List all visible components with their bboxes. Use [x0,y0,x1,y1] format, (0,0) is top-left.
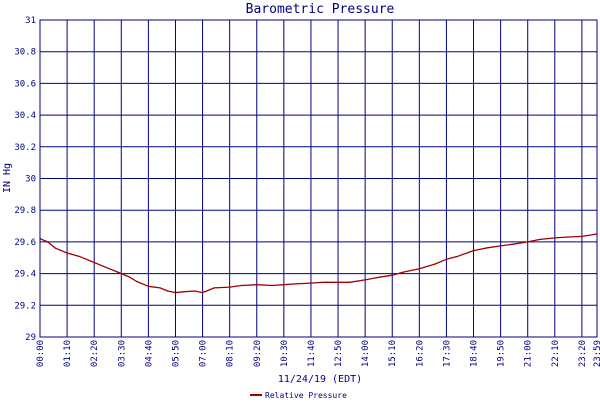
data-point [364,279,366,281]
x-tick-label: 15:10 [388,340,398,367]
x-tick-label: 23:59 [593,340,600,367]
data-point [159,287,161,289]
data-point [240,284,242,287]
data-point [418,268,420,270]
y-tick-label: 30 [25,175,36,185]
x-tick-label: 00:00 [36,340,46,367]
data-point [294,283,297,285]
data-point [271,284,273,287]
x-tick-label: 01:10 [63,340,73,367]
x-tick-label: 14:00 [361,340,371,367]
data-point [581,235,583,237]
data-point [403,271,405,273]
data-point [105,266,107,268]
y-tick-label: 30.8 [14,48,36,58]
data-point [472,250,475,252]
x-tick-label: 03:30 [117,340,127,367]
x-tick-label: 07:00 [199,340,209,367]
legend-label: Relative Pressure [265,391,347,400]
y-tick-label: 29.6 [14,238,36,248]
data-point [500,245,502,247]
data-point [310,282,312,284]
y-tick-label: 29.8 [14,206,36,216]
x-tick-labels: 00:00 01:10 02:20 03:30 04:40 05:50 07:00 08:10… [36,340,600,367]
data-point [78,255,80,257]
data-point [128,276,130,278]
data-point [174,292,177,294]
data-point [283,284,285,286]
y-tick-label: 29.2 [14,301,36,311]
data-point [47,241,49,243]
data-point [167,290,169,292]
data-point [337,281,339,283]
y-tick-label: 30.2 [14,143,36,153]
x-tick-label: 21:00 [524,340,534,367]
data-point [201,292,204,294]
data-point [229,286,231,288]
data-point [391,274,393,276]
y-tick-label: 29 [25,333,36,343]
data-point [445,258,448,260]
data-point [54,247,57,249]
data-point [93,261,95,264]
data-point [182,291,184,293]
x-tick-label: 10:30 [280,340,290,367]
x-axis-label: 11/24/19 (EDT) [278,374,362,385]
x-tick-label: 08:10 [226,340,236,367]
x-tick-label: 19:50 [497,340,507,367]
data-point [434,263,436,265]
data-point [376,276,378,279]
x-tick-label: 23:20 [578,340,588,367]
data-point [349,281,351,283]
data-point [256,284,258,286]
x-tick-label: 12:50 [334,340,344,367]
data-point [527,241,529,243]
x-tick-label: 18:40 [470,340,480,367]
x-tick-label: 16:20 [415,340,425,367]
data-point [66,252,68,254]
data-point [321,281,324,283]
data-point [116,271,119,273]
y-tick-label: 29.4 [14,270,36,280]
x-tick-label: 04:40 [144,340,154,367]
y-tick-label: 30.4 [14,111,36,121]
data-point [457,255,459,257]
data-point [565,236,568,238]
plot-frame [39,19,598,338]
y-tick-label: 31 [25,16,36,26]
x-tick-label: 22:10 [551,340,561,367]
data-point [511,243,513,245]
x-tick-label: 09:20 [253,340,263,367]
y-tick-labels: 29 29.2 29.4 29.6 29.8 30 30.2 30.4 30.6 30.8 31 [14,16,36,343]
data-point [147,285,149,287]
chart-title: Barometric Pressure [246,2,395,17]
series-line-relative-pressure [39,233,598,294]
x-tick-label: 02:20 [90,340,100,367]
data-point [538,238,540,241]
data-point [554,237,556,239]
x-tick-label: 05:50 [171,340,181,367]
data-point [136,280,138,283]
x-tick-label: 17:30 [442,340,452,367]
data-point [484,247,486,249]
data-point [213,287,215,289]
y-tick-label: 30.6 [14,79,36,89]
x-tick-label: 11:40 [307,340,317,367]
y-axis-label: IN Hg [2,163,13,193]
data-point [194,290,196,292]
